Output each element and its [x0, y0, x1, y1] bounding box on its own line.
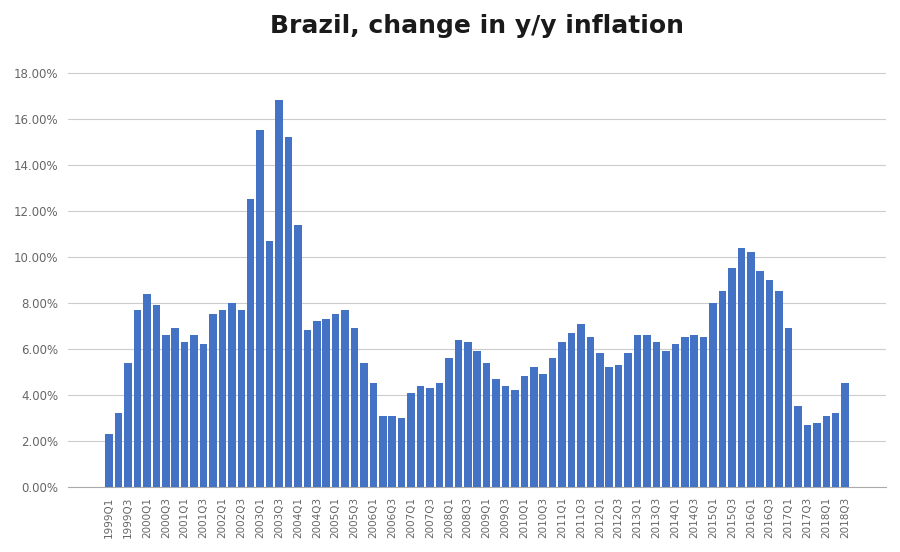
Bar — [153, 305, 160, 487]
Bar — [275, 100, 283, 487]
Bar — [738, 247, 745, 487]
Bar — [766, 280, 773, 487]
Bar — [728, 268, 735, 487]
Bar — [530, 367, 537, 487]
Bar — [464, 342, 472, 487]
Bar — [379, 416, 387, 487]
Bar — [719, 291, 726, 487]
Bar — [615, 365, 623, 487]
Bar — [832, 413, 840, 487]
Bar — [775, 291, 783, 487]
Bar — [482, 363, 491, 487]
Bar — [124, 363, 131, 487]
Bar — [143, 294, 150, 487]
Bar — [587, 337, 594, 487]
Bar — [228, 303, 236, 487]
Bar — [634, 335, 642, 487]
Bar — [501, 386, 509, 487]
Bar — [322, 319, 330, 487]
Bar — [303, 331, 311, 487]
Bar — [842, 384, 849, 487]
Bar — [284, 137, 292, 487]
Bar — [238, 310, 245, 487]
Bar — [134, 310, 141, 487]
Bar — [671, 344, 680, 487]
Bar — [181, 342, 188, 487]
Bar — [511, 390, 518, 487]
Bar — [681, 337, 688, 487]
Bar — [520, 376, 528, 487]
Bar — [436, 384, 443, 487]
Bar — [606, 367, 613, 487]
Bar — [313, 321, 320, 487]
Bar — [549, 358, 556, 487]
Bar — [408, 392, 415, 487]
Bar — [473, 351, 481, 487]
Bar — [115, 413, 122, 487]
Bar — [644, 335, 651, 487]
Bar — [341, 310, 349, 487]
Bar — [200, 344, 207, 487]
Bar — [577, 323, 585, 487]
Bar — [652, 342, 661, 487]
Bar — [558, 342, 566, 487]
Bar — [209, 314, 217, 487]
Bar — [823, 416, 830, 487]
Bar — [785, 328, 792, 487]
Bar — [709, 303, 716, 487]
Title: Brazil, change in y/y inflation: Brazil, change in y/y inflation — [270, 14, 684, 38]
Bar — [360, 363, 368, 487]
Bar — [700, 337, 707, 487]
Bar — [427, 388, 434, 487]
Bar — [662, 351, 670, 487]
Bar — [690, 335, 698, 487]
Bar — [247, 199, 255, 487]
Bar — [256, 130, 264, 487]
Bar — [370, 384, 377, 487]
Bar — [747, 252, 754, 487]
Bar — [596, 353, 604, 487]
Bar — [162, 335, 169, 487]
Bar — [757, 270, 764, 487]
Bar — [389, 416, 396, 487]
Bar — [172, 328, 179, 487]
Bar — [454, 339, 462, 487]
Bar — [813, 422, 821, 487]
Bar — [266, 241, 274, 487]
Bar — [794, 406, 802, 487]
Bar — [446, 358, 453, 487]
Bar — [804, 425, 811, 487]
Bar — [417, 386, 424, 487]
Bar — [294, 225, 302, 487]
Bar — [539, 374, 547, 487]
Bar — [568, 333, 575, 487]
Bar — [332, 314, 339, 487]
Bar — [492, 379, 500, 487]
Bar — [105, 434, 113, 487]
Bar — [219, 310, 226, 487]
Bar — [398, 418, 406, 487]
Bar — [351, 328, 358, 487]
Bar — [190, 335, 198, 487]
Bar — [625, 353, 632, 487]
